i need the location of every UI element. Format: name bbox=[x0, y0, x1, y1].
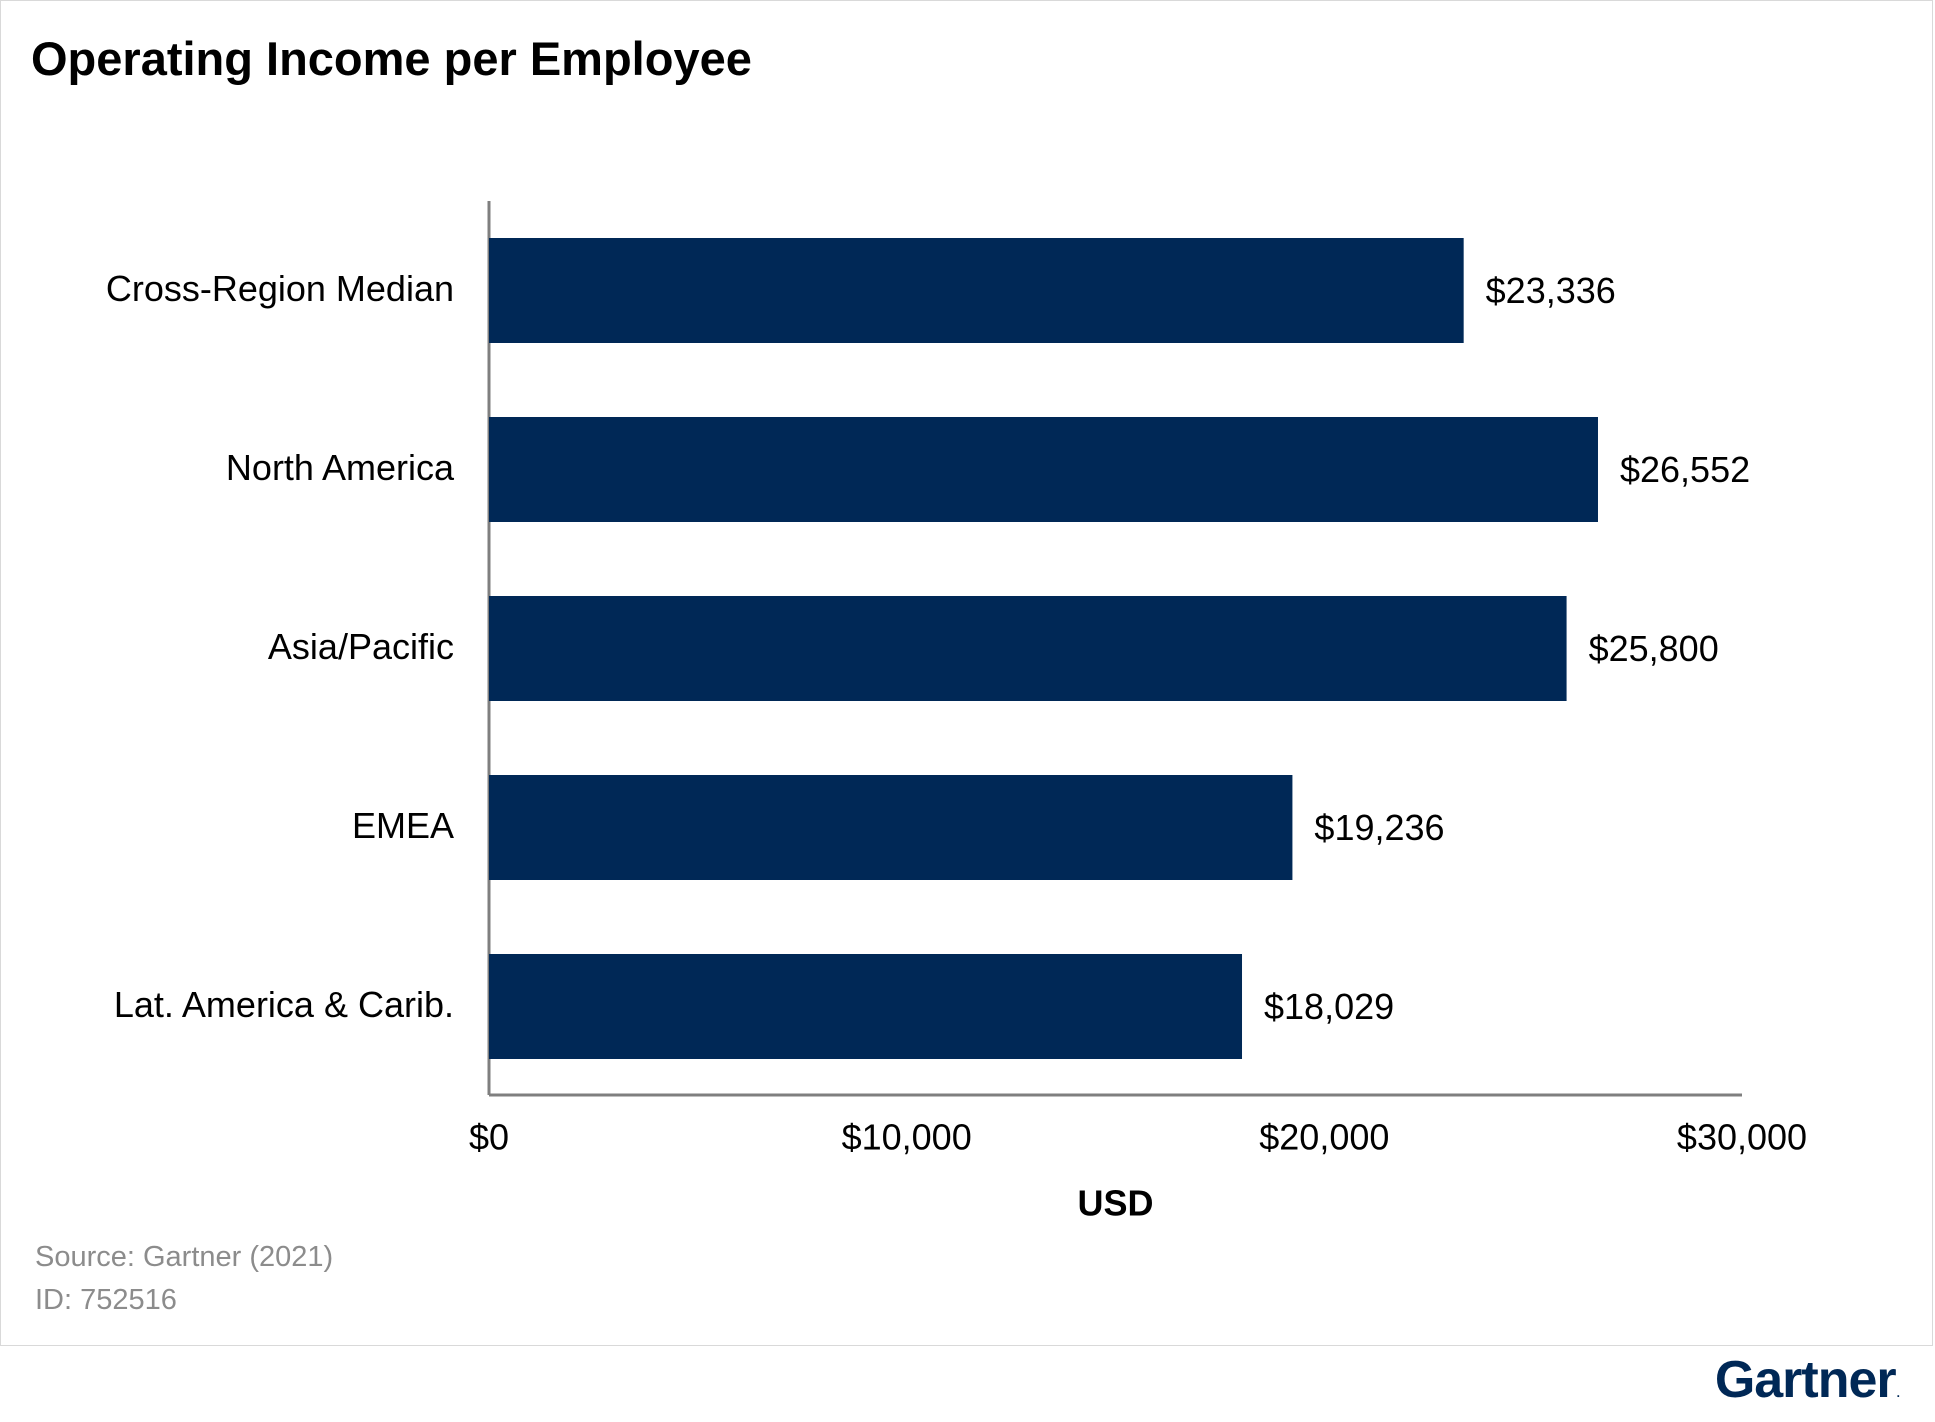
bar bbox=[489, 238, 1464, 343]
category-label: Lat. America & Carib. bbox=[114, 984, 454, 1025]
bar bbox=[489, 775, 1293, 880]
x-tick-label: $0 bbox=[469, 1117, 509, 1158]
category-label: Asia/Pacific bbox=[268, 626, 454, 667]
gartner-logo: Gartner. bbox=[1714, 1350, 1901, 1410]
bar bbox=[489, 596, 1567, 701]
category-label: EMEA bbox=[352, 805, 454, 846]
chart-card: Operating Income per Employee Cross-Regi… bbox=[0, 0, 1933, 1346]
category-label: Cross-Region Median bbox=[106, 268, 454, 309]
bar-chart: Cross-Region Median $23,336 North America $… bbox=[106, 201, 1807, 1224]
bar bbox=[489, 954, 1243, 1059]
category-label: North America bbox=[226, 447, 455, 488]
brand-mark: . bbox=[1896, 1386, 1901, 1400]
bar bbox=[489, 417, 1598, 522]
brand-name: Gartner bbox=[1714, 1351, 1897, 1409]
data-label: $18,029 bbox=[1264, 986, 1394, 1027]
source-note: Source: Gartner (2021) bbox=[35, 1241, 334, 1273]
data-label: $25,800 bbox=[1589, 628, 1719, 669]
chart-title: Operating Income per Employee bbox=[31, 32, 752, 85]
data-label: $26,552 bbox=[1620, 449, 1750, 490]
x-tick-label: $10,000 bbox=[842, 1117, 972, 1158]
x-tick-label: $20,000 bbox=[1259, 1117, 1389, 1158]
data-label: $23,336 bbox=[1486, 270, 1616, 311]
x-tick-label: $30,000 bbox=[1677, 1117, 1807, 1158]
x-axis-title: USD bbox=[1077, 1183, 1153, 1224]
document-id: ID: 752516 bbox=[35, 1284, 177, 1316]
data-label: $19,236 bbox=[1314, 807, 1444, 848]
